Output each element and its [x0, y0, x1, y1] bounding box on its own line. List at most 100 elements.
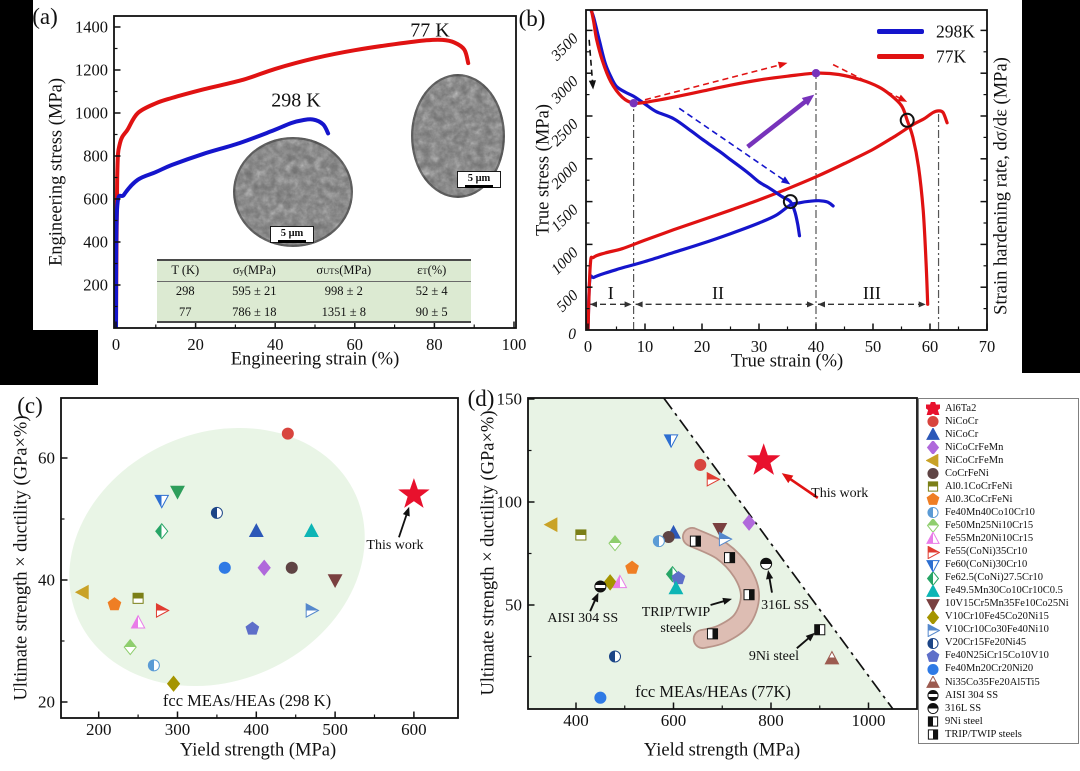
x-tick-label: 20 [187, 335, 204, 354]
panel-d-axes: 400 600 800 1000 50 100 150 [497, 390, 918, 730]
scatter-point [706, 471, 721, 487]
x-tick-label: 30 [751, 337, 768, 356]
y-tick-label: 1000 [75, 104, 108, 123]
y-tick-label: 50 [505, 596, 522, 615]
x-tick-label: 1000 [852, 711, 886, 730]
panel-b: I II III [586, 10, 949, 330]
annotation-trip-twip-line2: steels [660, 620, 692, 636]
x-tick-label: 600 [401, 720, 427, 739]
legend-marker [926, 493, 940, 506]
legend-marker [926, 428, 940, 440]
legend-item: Fe40Mn40Co10Cr10 [926, 506, 1076, 519]
annotation-aisi-304: AISI 304 SS [547, 611, 619, 627]
legend-marker [927, 416, 939, 428]
square-marker-icon [927, 481, 939, 492]
scatter-point [594, 580, 607, 593]
arrow-head [818, 301, 825, 308]
triangle-down-marker-icon [926, 598, 940, 611]
legend-item: Fe62.5(CoNi)27.5Cr10 [926, 571, 1076, 585]
legend-marker [926, 519, 940, 533]
scatter-point [155, 603, 170, 618]
legend-item: Ni35Co35Fe20Al5Ti5 [926, 676, 1076, 689]
triangle-up-marker-icon [926, 532, 940, 545]
x-tick-label: 40 [808, 337, 825, 356]
panel-b-ylabel-right: Strain hardening rate, dσ/dε (MPa) [991, 57, 1012, 315]
legend-marker [927, 729, 939, 740]
scatter-point [166, 675, 181, 692]
diamond-marker-icon [926, 519, 940, 533]
scatter-point [668, 580, 684, 595]
sem-inset-1 [411, 74, 505, 198]
transition-dot [811, 69, 821, 78]
scatter-point [327, 574, 343, 589]
scatter-point [663, 434, 679, 449]
arrow-head [591, 592, 599, 603]
scale-bar-text: 5 μm [280, 228, 304, 239]
x-tick-label: 400 [563, 711, 589, 730]
scatter-point [718, 531, 733, 547]
plot-frame [585, 9, 988, 331]
legend-marker [926, 649, 940, 662]
arrow-line [832, 63, 903, 101]
arrow-head [777, 61, 788, 69]
legend-marker [927, 545, 940, 559]
legend-item: NiCoCrFeMn [926, 441, 1076, 455]
y-tick-label: 0 [568, 326, 576, 343]
star-marker-icon [926, 402, 940, 416]
curve-hardening-rate-298K [589, 10, 802, 238]
panel-c-axes: 200 300 400 500 600 20 40 60 [38, 397, 459, 739]
x-tick-label: 0 [584, 337, 592, 356]
panel-d-xlabel: Yield strength (MPa) [643, 740, 801, 761]
table-cell: 77 [179, 304, 192, 319]
table-cell: 52 ± 4 [415, 284, 448, 299]
scatter-point [74, 584, 89, 600]
legend-item-label: Al0.3CoCrFeNi [945, 493, 1013, 505]
circle-marker-icon [927, 703, 939, 715]
legend-item-label: 9Ni steel [945, 715, 983, 727]
legend-item: NiCoCr [926, 415, 1076, 428]
panel-a-xlabel: Engineering strain (%) [230, 349, 400, 370]
boundary-dashdot-line [663, 397, 894, 710]
legend-item: Fe49.5Mn30Co10Cr10C0.5 [926, 584, 1076, 598]
letterbox-left [0, 0, 33, 385]
y-tick-label: 800 [83, 147, 108, 166]
legend-marker [927, 637, 939, 649]
arrow-head [807, 301, 814, 308]
table-cell: 595 ± 21 [232, 284, 277, 299]
legend-item: Fe60(CoNi)30Cr10 [926, 559, 1076, 572]
legend-marker [926, 441, 940, 455]
scale-bar-77K-inset: 5 μm [457, 171, 501, 188]
this-work-star [747, 443, 781, 475]
panel-a-ylabel: Engineering stress (MPa) [46, 77, 67, 267]
scatter-point [305, 603, 320, 618]
arrow-head [918, 301, 926, 308]
x-tick-label: 50 [865, 337, 882, 356]
legend-item-label: Fe60(CoNi)30Cr10 [945, 559, 1028, 571]
panel-b-xlabel: True strain (%) [730, 351, 844, 372]
y-tick-label: 3500 [547, 30, 582, 65]
legend-label-77K: 77K [936, 46, 967, 67]
x-tick-label: 70 [979, 337, 996, 356]
x-tick-label: 0 [112, 335, 120, 354]
y-tick-label: 20 [38, 693, 55, 712]
square-marker-icon [927, 716, 939, 727]
legend-marker [927, 507, 939, 519]
scatter-point [285, 561, 298, 574]
scatter-point [218, 561, 231, 574]
mechanical-properties-table: T (K) σ y (MPa) σ UTS (MPa) ε T (%) 298 595 ± 21… [157, 259, 471, 323]
x-tick-label: 200 [86, 720, 112, 739]
sem-vignette [411, 74, 505, 198]
x-tick-label: 600 [661, 711, 687, 730]
legend-item-label: 316L SS [945, 702, 982, 714]
crossing-circle [782, 194, 798, 210]
table-cell: 1351 ± 8 [321, 304, 366, 319]
arrow-head [588, 80, 596, 90]
arrow-head [780, 176, 791, 185]
scatter-point [712, 523, 728, 537]
legend-item-label: NiCoCrFeMn [945, 454, 1004, 466]
legend-marker [926, 454, 939, 468]
legend-item: 316L SS [926, 702, 1076, 715]
